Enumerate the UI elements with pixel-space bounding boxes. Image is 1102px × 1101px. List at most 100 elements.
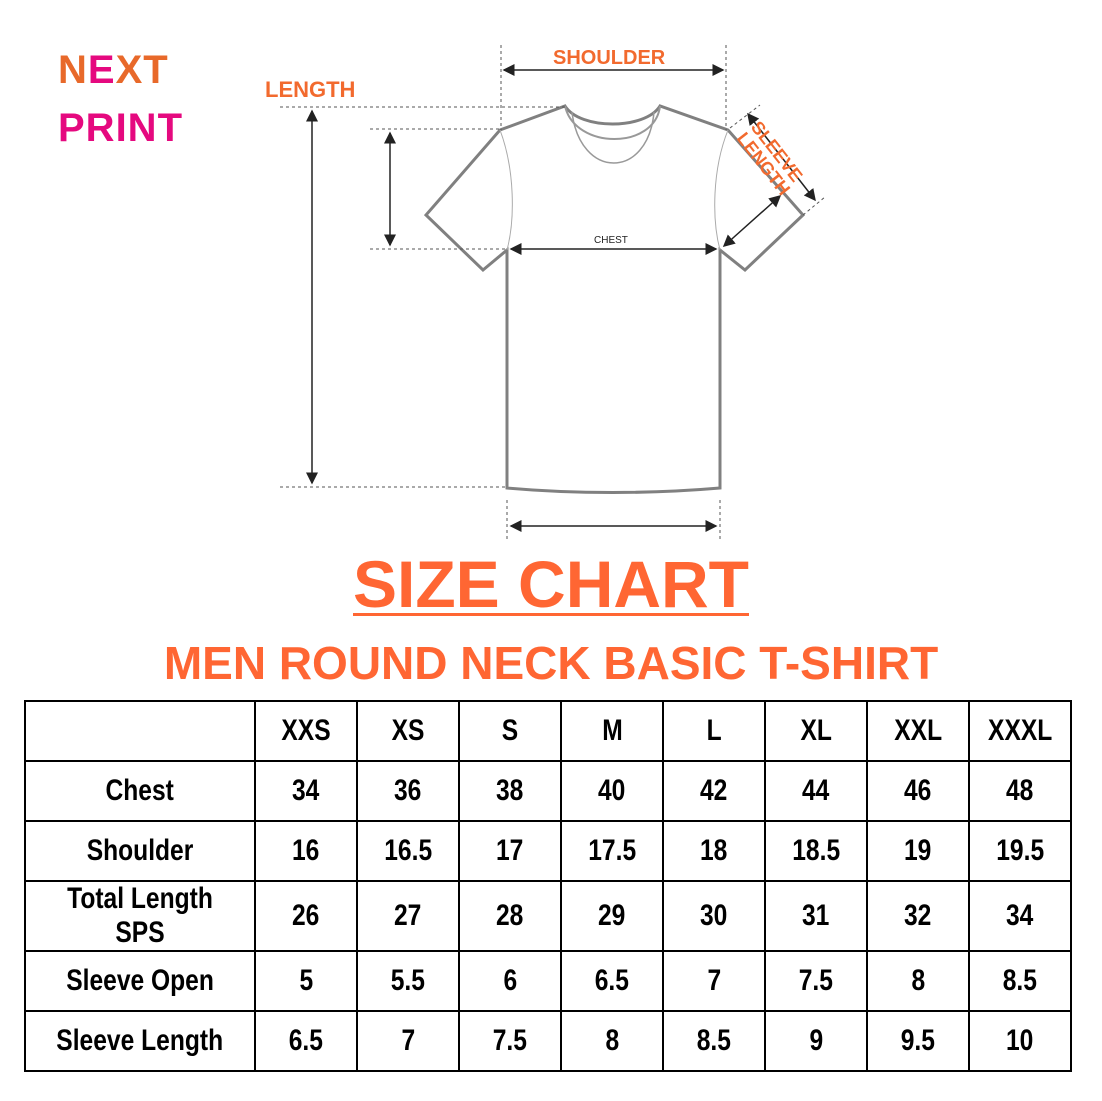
table-cell-text: 5.5 [390, 964, 426, 997]
table-cell: 44 [764, 760, 868, 822]
table-cell: 48 [968, 760, 1072, 822]
header-cell: M [560, 700, 664, 762]
table-cell-text: 5 [299, 964, 313, 997]
row-label: Sleeve Open [24, 950, 256, 1012]
table-cell-text: 7 [401, 1024, 415, 1057]
table-cell: 17 [458, 820, 562, 882]
row-label: Total Length SPS [24, 880, 256, 952]
table-cell: 16 [254, 820, 358, 882]
table-cell-text: 17.5 [588, 834, 636, 867]
row-label-text: Sleeve Open [66, 964, 214, 997]
table-header-row: XXS XS S M L XL XXL XXXL [24, 700, 1072, 762]
table-cell-text: 36 [394, 774, 422, 807]
row-label-text: Sleeve Length [56, 1024, 224, 1057]
table-cell: 18.5 [764, 820, 868, 882]
header-cell-text: XS [391, 714, 425, 747]
table-cell-text: 30 [700, 899, 728, 932]
header-cell [24, 700, 256, 762]
table-cell: 32 [866, 880, 970, 952]
chest-label: CHEST [594, 235, 628, 246]
table-cell-text: 8.5 [696, 1024, 732, 1057]
table-cell: 38 [458, 760, 562, 822]
table-cell-text: 7.5 [798, 964, 834, 997]
header-cell-text: XXXL [987, 714, 1053, 747]
table-cell: 7.5 [458, 1010, 562, 1072]
header-cell: XXL [866, 700, 970, 762]
table-cell-text: 6.5 [288, 1024, 324, 1057]
table-cell-text: 28 [496, 899, 524, 932]
table-cell-text: 40 [598, 774, 626, 807]
table-cell-text: 7.5 [492, 1024, 528, 1057]
table-cell-text: 18 [700, 834, 728, 867]
table-cell: 34 [254, 760, 358, 822]
table-cell: 6 [458, 950, 562, 1012]
table-cell: 17.5 [560, 820, 664, 882]
length-label: LENGTH [265, 77, 356, 102]
table-cell-text: 48 [1006, 774, 1034, 807]
table-cell-text: 8 [911, 964, 925, 997]
tshirt-diagram [280, 45, 826, 540]
table-cell: 8 [866, 950, 970, 1012]
table-cell: 19 [866, 820, 970, 882]
table-cell-text: 26 [292, 899, 320, 932]
table-cell-text: 34 [292, 774, 320, 807]
table-cell: 8.5 [662, 1010, 766, 1072]
header-cell: XS [356, 700, 460, 762]
logo-next: NEXT [58, 48, 169, 92]
page-subtitle: MEN ROUND NECK BASIC T-SHIRT [163, 637, 939, 689]
table-cell: 18 [662, 820, 766, 882]
table-cell: 6.5 [560, 950, 664, 1012]
table-cell: 16.5 [356, 820, 460, 882]
table-cell-text: 38 [496, 774, 524, 807]
table-cell-text: 9.5 [900, 1024, 936, 1057]
table-cell-text: 9 [809, 1024, 823, 1057]
table-cell-text: 6 [503, 964, 517, 997]
table-cell-text: 42 [700, 774, 728, 807]
sleeve-open-arrow [722, 195, 782, 247]
table-cell-text: 16 [292, 834, 320, 867]
table-cell: 9.5 [866, 1010, 970, 1072]
table-cell: 7.5 [764, 950, 868, 1012]
header-cell-text: XXL [894, 714, 942, 747]
table-cell: 10 [968, 1010, 1072, 1072]
table-cell: 8.5 [968, 950, 1072, 1012]
table-cell-text: 8 [605, 1024, 619, 1057]
row-label-text: Shoulder [86, 834, 194, 867]
table-cell-text: 46 [904, 774, 932, 807]
table-cell-text: 6.5 [594, 964, 630, 997]
table-cell: 7 [662, 950, 766, 1012]
header-cell-text: S [501, 714, 519, 747]
table-row: Chest 34 36 38 40 42 44 46 48 [24, 760, 1072, 822]
table-cell: 19.5 [968, 820, 1072, 882]
sleeve-length-arrow [747, 112, 816, 202]
table-row: Shoulder 16 16.5 17 17.5 18 18.5 19 19.5 [24, 820, 1072, 882]
row-label: Sleeve Length [24, 1010, 256, 1072]
table-cell: 9 [764, 1010, 868, 1072]
header-cell: XXS [254, 700, 358, 762]
table-cell-text: 17 [496, 834, 524, 867]
header-cell-text: L [706, 714, 722, 747]
table-cell-text: 19 [904, 834, 932, 867]
table-cell-text: 44 [802, 774, 830, 807]
table-cell: 5 [254, 950, 358, 1012]
logo-print: PRINT [58, 106, 183, 150]
table-cell: 5.5 [356, 950, 460, 1012]
header-cell-text: XXS [281, 714, 331, 747]
header-cell: S [458, 700, 562, 762]
header-cell: XXXL [968, 700, 1072, 762]
table-cell-text: 18.5 [792, 834, 840, 867]
table-cell-text: 29 [598, 899, 626, 932]
table-cell: 30 [662, 880, 766, 952]
row-label-text: Chest [105, 774, 175, 807]
table-cell-text: 8.5 [1002, 964, 1038, 997]
header-cell: L [662, 700, 766, 762]
table-cell-text: 19.5 [996, 834, 1044, 867]
table-cell-text: 10 [1006, 1024, 1034, 1057]
table-row: Sleeve Length 6.5 7 7.5 8 8.5 9 9.5 10 [24, 1010, 1072, 1072]
table-cell: 34 [968, 880, 1072, 952]
table-cell: 6.5 [254, 1010, 358, 1072]
table-cell: 31 [764, 880, 868, 952]
table-cell-text: 32 [904, 899, 932, 932]
table-cell: 26 [254, 880, 358, 952]
table-cell: 42 [662, 760, 766, 822]
